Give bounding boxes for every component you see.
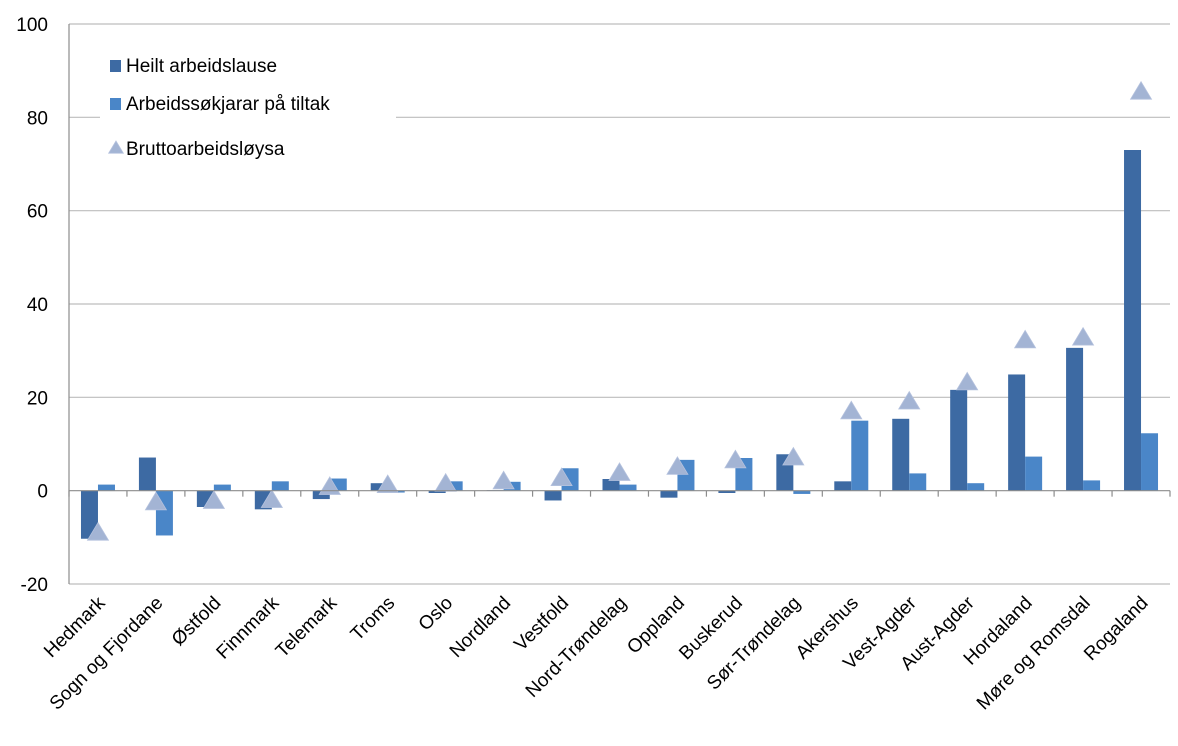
bar-heilt-arbeidslause <box>1066 347 1084 491</box>
bar-heilt-arbeidslause <box>370 483 388 491</box>
x-tick-label: Telemark <box>272 592 342 662</box>
y-axis: -20 0 20 40 60 80 100 <box>16 15 70 596</box>
bar-arbeidssokjarar-pa-tiltak <box>619 484 637 491</box>
y-tick-label: 0 <box>37 482 48 503</box>
legend-swatch-triangle <box>107 140 125 154</box>
marker-bruttoarbeidsloysa <box>492 470 515 490</box>
marker-bruttoarbeidsloysa <box>260 489 284 508</box>
marker-bruttoarbeidsloysa <box>608 462 631 481</box>
legend-swatch <box>110 98 121 110</box>
bar-arbeidssokjarar-pa-tiltak <box>793 490 811 494</box>
y-tick-label: 20 <box>27 388 48 409</box>
y-tick-label: 100 <box>16 15 48 36</box>
marker-bruttoarbeidsloysa <box>1013 329 1037 349</box>
markers <box>86 80 1153 541</box>
bar-heilt-arbeidslause <box>892 418 910 491</box>
x-tick-label: Møre og Romsdal <box>973 593 1095 715</box>
marker-bruttoarbeidsloysa <box>724 449 747 469</box>
marker-bruttoarbeidsloysa <box>1071 326 1095 346</box>
bar-heilt-arbeidslause <box>80 490 98 539</box>
x-tick-label: Finnmark <box>213 592 284 663</box>
bar-arbeidssokjarar-pa-tiltak <box>1141 433 1159 491</box>
y-tick-label: 40 <box>27 295 48 316</box>
y-tick-label: -20 <box>21 575 48 596</box>
bar-arbeidssokjarar-pa-tiltak <box>909 473 927 491</box>
bar-heilt-arbeidslause <box>544 490 562 501</box>
marker-bruttoarbeidsloysa <box>666 456 689 475</box>
marker-bruttoarbeidsloysa <box>144 491 168 511</box>
x-tick-label: Østfold <box>168 593 225 650</box>
bar-heilt-arbeidslause <box>660 490 678 498</box>
bar-arbeidssokjarar-pa-tiltak <box>213 484 231 491</box>
bar-heilt-arbeidslause <box>718 490 736 493</box>
legend-label: Heilt arbeidslause <box>126 56 277 77</box>
bar-arbeidssokjarar-pa-tiltak <box>271 481 289 491</box>
marker-bruttoarbeidsloysa <box>86 521 110 541</box>
x-tick-label: Sogn og Fjordane <box>46 593 168 715</box>
bar-arbeidssokjarar-pa-tiltak <box>1083 480 1101 491</box>
bar-heilt-arbeidslause <box>428 490 446 493</box>
x-tick-label: Troms <box>347 593 399 645</box>
marker-bruttoarbeidsloysa <box>318 476 341 495</box>
bar-arbeidssokjarar-pa-tiltak <box>967 483 985 491</box>
marker-bruttoarbeidsloysa <box>1129 80 1153 100</box>
legend-label: Arbeidssøkjarar på tiltak <box>126 94 330 115</box>
bar-arbeidssokjarar-pa-tiltak <box>851 420 869 491</box>
marker-bruttoarbeidsloysa <box>376 474 399 493</box>
marker-bruttoarbeidsloysa <box>550 467 573 486</box>
bar-heilt-arbeidslause <box>950 389 968 491</box>
y-tick-label: 80 <box>27 108 48 129</box>
bar-heilt-arbeidslause <box>1124 150 1142 491</box>
marker-bruttoarbeidsloysa <box>782 446 805 466</box>
legend: Heilt arbeidslause Arbeidssøkjarar på til… <box>100 44 396 184</box>
bar-heilt-arbeidslause <box>1008 374 1026 491</box>
marker-bruttoarbeidsloysa <box>898 390 921 410</box>
bar-arbeidssokjarar-pa-tiltak <box>1025 456 1043 491</box>
marker-bruttoarbeidsloysa <box>202 490 226 509</box>
bar-heilt-arbeidslause <box>138 457 156 491</box>
x-tick-label: Nordland <box>446 593 515 662</box>
x-tick-label: Oslo <box>415 593 457 635</box>
legend-label: Bruttoarbeidsløysa <box>126 139 285 160</box>
bar-heilt-arbeidslause <box>834 481 852 491</box>
bar-heilt-arbeidslause <box>602 479 620 491</box>
x-tick-label: Rogaland <box>1080 593 1152 665</box>
legend-background <box>100 44 396 184</box>
y-tick-label: 60 <box>27 202 48 223</box>
legend-swatch <box>110 60 121 72</box>
marker-bruttoarbeidsloysa <box>955 371 979 391</box>
marker-bruttoarbeidsloysa <box>840 400 863 420</box>
x-tick-label: Nord-Trøndelag <box>522 593 631 702</box>
bar-heilt-arbeidslause <box>312 490 330 500</box>
bar-arbeidssokjarar-pa-tiltak <box>445 481 463 491</box>
bar-arbeidssokjarar-pa-tiltak <box>97 484 115 491</box>
